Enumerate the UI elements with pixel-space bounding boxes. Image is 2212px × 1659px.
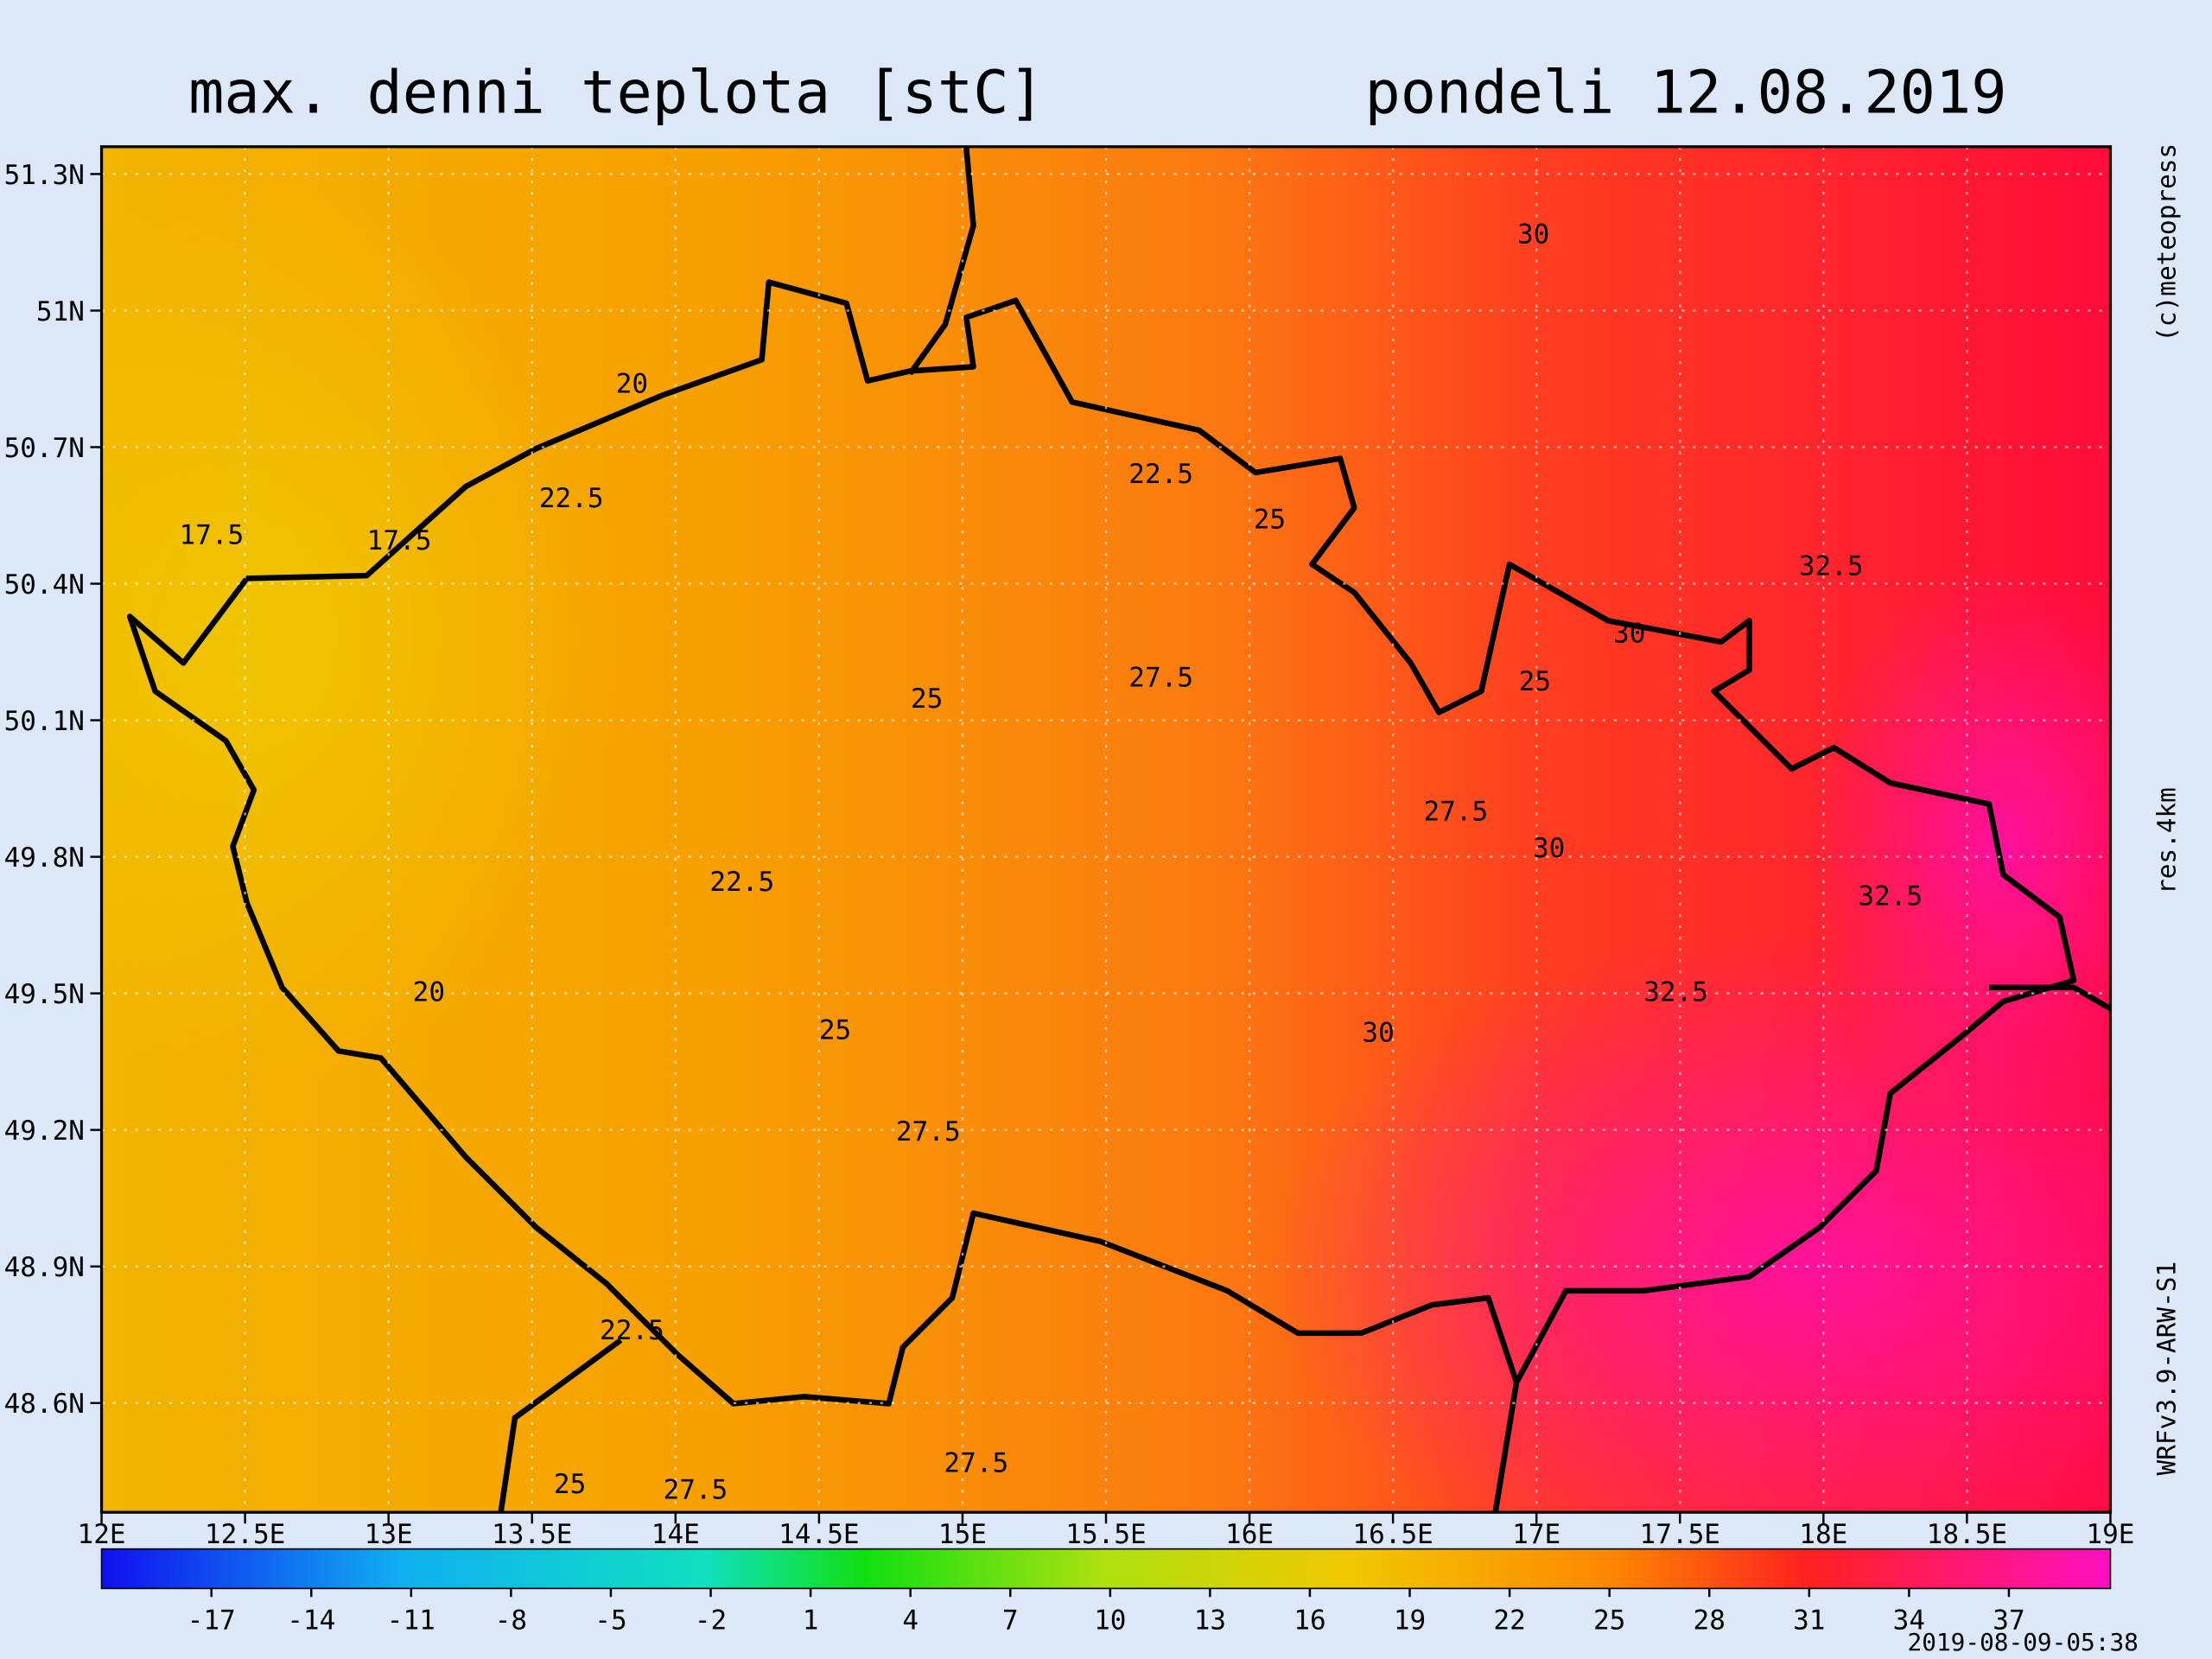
y-tick-label: 50.7N bbox=[4, 433, 85, 464]
contour-label: 22.5 bbox=[539, 483, 604, 514]
y-tick-label: 48.9N bbox=[4, 1252, 85, 1283]
colorbar: -17 -14 -11 -8 -5 -2 1 4 7 10 13 16 19 22 25 28 31 34 37 bbox=[100, 1548, 2112, 1637]
x-tick-label: 12.5E bbox=[205, 1519, 285, 1550]
contour-label: 30 bbox=[1362, 1018, 1394, 1049]
colorbar-label: 37 bbox=[1993, 1605, 2024, 1637]
contour-label: 20 bbox=[413, 976, 445, 1007]
date: pondeli 12.08.2019 bbox=[1365, 59, 2007, 128]
contour-label: 20 bbox=[616, 369, 648, 400]
model-name: WRFv3.9-ARW-S1 bbox=[2152, 1262, 2182, 1476]
colorbar-label: 13 bbox=[1194, 1605, 1226, 1637]
contour-label: 30 bbox=[1613, 619, 1645, 650]
contour-label: 17.5 bbox=[367, 525, 432, 556]
contour-label: 25 bbox=[911, 683, 943, 715]
x-tick-label: 14.5E bbox=[779, 1519, 859, 1550]
axis-ticks: 12E 12.5E 13E 13.5E 14E 14.5E 15E 15.5E 16E 16.5E… bbox=[4, 160, 2135, 1550]
x-tick-label: 13.5E bbox=[492, 1519, 572, 1550]
contour-label: 30 bbox=[1517, 219, 1549, 251]
contour-label: 27.5 bbox=[1128, 662, 1193, 693]
colorbar-label: 1 bbox=[803, 1605, 819, 1637]
contour-labels: 20 17.5 17.5 22.5 22.5 25 30 32.5 30 25 27.5 25 27.5… bbox=[180, 219, 1923, 1506]
colorbar-label: 31 bbox=[1793, 1605, 1825, 1637]
colorbar-label: 28 bbox=[1694, 1605, 1726, 1637]
colorbar-ramp bbox=[100, 1548, 2112, 1590]
colorbar-label: 22 bbox=[1493, 1605, 1525, 1637]
x-tick-label: 15E bbox=[938, 1519, 987, 1550]
contour-label: 27.5 bbox=[944, 1448, 1008, 1479]
colorbar-label: -8 bbox=[495, 1605, 527, 1637]
contour-label: 32.5 bbox=[1643, 976, 1708, 1007]
x-tick-label: 19E bbox=[2086, 1519, 2134, 1550]
contour-label: 32.5 bbox=[1858, 880, 1923, 912]
contour-label: 22.5 bbox=[1128, 459, 1193, 490]
timestamp: 2019-08-09-05:38 bbox=[1908, 1628, 2139, 1656]
colorbar-label: 10 bbox=[1094, 1605, 1126, 1637]
contour-label: 25 bbox=[819, 1014, 851, 1046]
x-tick-label: 16E bbox=[1225, 1519, 1274, 1550]
y-tick-label: 49.5N bbox=[4, 979, 85, 1010]
y-tick-label: 51N bbox=[36, 296, 85, 327]
contour-label: 27.5 bbox=[664, 1475, 728, 1506]
colorbar-label: 7 bbox=[1002, 1605, 1019, 1637]
contour-label: 22.5 bbox=[709, 867, 774, 898]
contour-label: 32.5 bbox=[1799, 550, 1864, 582]
colorbar-label: 19 bbox=[1394, 1605, 1426, 1637]
y-tick-label: 49.8N bbox=[4, 842, 85, 874]
contour-label: 27.5 bbox=[1424, 796, 1489, 827]
x-tick-label: 16.5E bbox=[1352, 1519, 1433, 1550]
contour-label: 27.5 bbox=[896, 1116, 961, 1147]
resolution: res.4km bbox=[2152, 787, 2182, 894]
colorbar-label: 4 bbox=[902, 1605, 918, 1637]
colorbar-label: -5 bbox=[594, 1605, 626, 1637]
x-tick-label: 13E bbox=[365, 1519, 413, 1550]
x-tick-label: 17.5E bbox=[1640, 1519, 1720, 1550]
y-tick-label: 50.4N bbox=[4, 569, 85, 601]
x-tick-label: 17E bbox=[1512, 1519, 1560, 1550]
contour-label: 30 bbox=[1533, 833, 1565, 864]
x-tick-label: 18E bbox=[1799, 1519, 1847, 1550]
colorbar-label: 25 bbox=[1593, 1605, 1625, 1637]
x-tick-label: 14E bbox=[652, 1519, 700, 1550]
x-tick-label: 18.5E bbox=[1927, 1519, 2007, 1550]
x-tick-label: 12E bbox=[78, 1519, 126, 1550]
contour-label: 25 bbox=[1254, 504, 1286, 535]
colorbar-label: -11 bbox=[387, 1605, 435, 1637]
y-tick-label: 48.6N bbox=[4, 1389, 85, 1420]
contour-label: 22.5 bbox=[600, 1315, 664, 1346]
credit: (c)meteopress bbox=[2152, 143, 2182, 342]
y-tick-label: 49.2N bbox=[4, 1116, 85, 1147]
x-tick-label: 15.5E bbox=[1065, 1519, 1146, 1550]
colorbar-label: 34 bbox=[1893, 1605, 1925, 1637]
colorbar-label: -14 bbox=[287, 1605, 335, 1637]
y-tick-label: 50.1N bbox=[4, 706, 85, 737]
contour-label: 25 bbox=[1519, 666, 1551, 697]
colorbar-label: -2 bbox=[695, 1605, 727, 1637]
contour-label: 17.5 bbox=[180, 519, 245, 550]
colorbar-label: 16 bbox=[1294, 1605, 1325, 1637]
y-tick-label: 51.3N bbox=[4, 160, 85, 191]
contour-label: 25 bbox=[554, 1469, 586, 1500]
colorbar-label: -17 bbox=[188, 1605, 236, 1637]
title: max. denni teplota [stC] bbox=[188, 59, 1045, 128]
